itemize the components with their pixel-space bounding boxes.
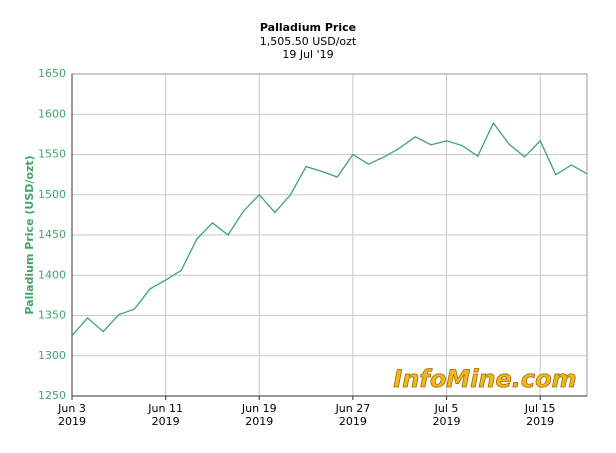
x-tick-label: Jul 15 2019 — [524, 402, 556, 428]
chart-subtitle: 1,505.50 USD/ozt — [260, 35, 357, 48]
y-tick-label: 1600 — [38, 107, 66, 120]
x-tick-label: Jul 5 2019 — [432, 402, 461, 428]
y-tick-label: 1250 — [38, 389, 66, 402]
chart-title: Palladium Price — [260, 21, 356, 34]
chart-date: 19 Jul '19 — [282, 48, 333, 61]
y-tick-label: 1350 — [38, 309, 66, 322]
y-tick-label: 1650 — [38, 67, 66, 80]
x-tick-label: Jun 19 2019 — [241, 402, 277, 428]
y-tick-label: 1450 — [38, 228, 66, 241]
watermark: InfoMine.com — [393, 365, 576, 393]
y-tick-label: 1300 — [38, 349, 66, 362]
x-tick-label: Jun 3 2019 — [58, 402, 86, 428]
y-tick-label: 1550 — [38, 148, 66, 161]
x-tick-label: Jun 11 2019 — [148, 402, 183, 428]
x-tick-label: Jun 27 2019 — [335, 402, 371, 428]
y-tick-label: 1400 — [38, 268, 66, 281]
y-axis-title: Palladium Price (USD/ozt) — [23, 155, 36, 314]
price-line — [71, 121, 588, 337]
y-tick-label: 1500 — [38, 188, 66, 201]
